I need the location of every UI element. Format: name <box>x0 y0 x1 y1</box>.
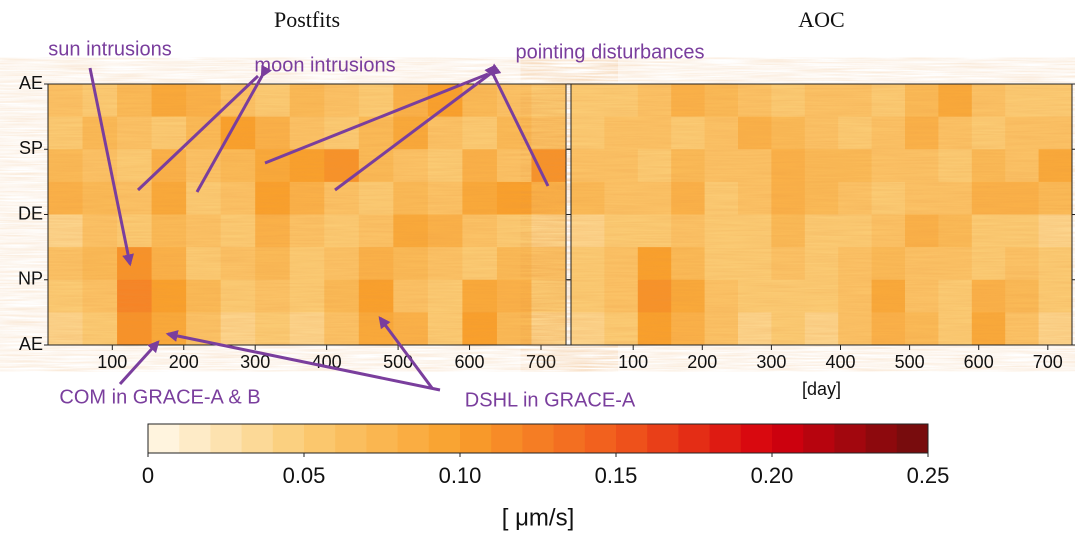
x-tick-label: 200 <box>687 352 717 372</box>
colorbar-segment <box>148 424 180 453</box>
colorbar-segment <box>834 424 867 453</box>
x-tick-label: 300 <box>756 352 786 372</box>
colorbar-segment <box>491 424 523 453</box>
y-tick-label: DE <box>18 203 43 223</box>
x-tick-label: 500 <box>383 352 413 372</box>
arrow <box>484 64 550 187</box>
colorbar-tick-label: 0.15 <box>595 463 638 488</box>
colorbar-segment <box>709 424 742 453</box>
colorbar-tick-label: 0.25 <box>907 463 950 488</box>
colorbar-tick-label: 0.20 <box>751 463 794 488</box>
y-tick-label: AE <box>19 73 43 93</box>
colorbar-segment <box>865 424 898 453</box>
colorbar-segment <box>179 424 211 453</box>
colorbar-segment <box>304 424 336 453</box>
panel-title: Postfits <box>274 7 340 32</box>
colorbar-segment <box>647 424 679 453</box>
x-tick-label: 400 <box>825 352 855 372</box>
x-tick-label: 600 <box>455 352 485 372</box>
colorbar-tick-label: 0 <box>142 463 154 488</box>
arrow <box>165 330 441 392</box>
annotation: moon intrusions <box>254 54 395 76</box>
panel-title: AOC <box>798 7 844 32</box>
colorbar-segment <box>896 424 929 453</box>
y-tick-label: SP <box>19 138 43 158</box>
texture <box>571 84 1072 345</box>
arrow <box>136 74 260 192</box>
colorbar-segment <box>522 424 555 453</box>
colorbar-segment <box>553 424 586 453</box>
colorbar-segment <box>740 424 773 453</box>
arrow <box>334 63 502 192</box>
x-tick-label: 100 <box>618 352 648 372</box>
colorbar-segment <box>428 424 461 453</box>
colorbar-segment <box>678 424 711 453</box>
x-axis-label: [day] <box>802 379 841 399</box>
colorbar-segment <box>460 424 492 453</box>
colorbar-segment <box>210 424 243 453</box>
annotation: COM in GRACE-A & B <box>59 386 260 408</box>
colorbar-tick-label: 0.10 <box>439 463 482 488</box>
colorbar-tick-label: 0.05 <box>283 463 326 488</box>
colorbar-segment <box>272 424 305 453</box>
x-tick-label: 500 <box>895 352 925 372</box>
arrow <box>88 67 134 267</box>
y-tick-label: NP <box>18 269 43 289</box>
colorbar-segment <box>397 424 430 453</box>
colorbar-segment <box>616 424 648 453</box>
x-tick-label: 300 <box>240 352 270 372</box>
arrow <box>378 316 434 389</box>
annotations: sun intrusions moon intrusions pointing … <box>48 38 704 411</box>
x-tick-label: 200 <box>169 352 199 372</box>
colorbar-segment <box>241 424 274 453</box>
arrow <box>118 340 160 386</box>
annotation: sun intrusions <box>48 38 171 60</box>
x-tick-label: 100 <box>97 352 127 372</box>
colorbar-segment <box>335 424 367 453</box>
x-tick-label: 700 <box>1033 352 1063 372</box>
texture <box>48 84 566 345</box>
plot-layer: Postfits 100 200 300 400 500 600 700 AE SP DE NP AE A… <box>18 7 1075 531</box>
y-tick-label: AE <box>19 334 43 354</box>
colorbar-segment <box>772 424 804 453</box>
colorbar-frame <box>147 423 929 454</box>
colorbar-segment <box>366 424 399 453</box>
arrow <box>264 72 489 165</box>
annotation: pointing disturbances <box>515 41 704 63</box>
colorbar-label: [ μm/s] <box>502 504 575 531</box>
colorbar-segment <box>584 424 617 453</box>
colorbar-segment <box>803 424 835 453</box>
x-tick-label: 700 <box>526 352 556 372</box>
arrow <box>195 64 272 193</box>
annotation: DSHL in GRACE-A <box>465 389 636 411</box>
x-tick-label: 600 <box>964 352 994 372</box>
